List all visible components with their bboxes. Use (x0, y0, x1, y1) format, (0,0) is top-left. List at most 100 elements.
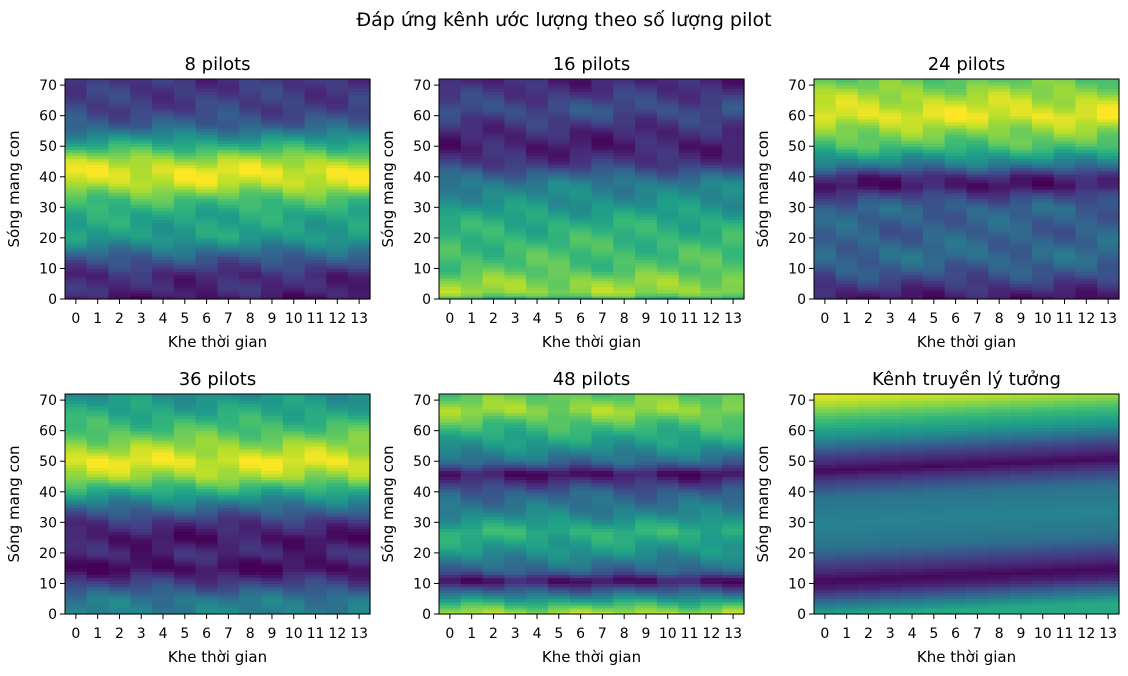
heatmap-cell (635, 519, 658, 523)
heatmap-cell (656, 216, 680, 221)
heatmap-cell (613, 586, 636, 591)
heatmap-cell (261, 164, 284, 169)
heatmap-cell (547, 247, 571, 251)
heatmap-cell (348, 531, 371, 536)
heatmap-cell (173, 82, 197, 86)
heatmap-cell (130, 88, 153, 92)
heatmap-cell (1075, 277, 1098, 282)
heatmap-cell (1010, 127, 1033, 132)
y-tick-label: 10 (788, 261, 806, 277)
heatmap-cell (504, 158, 527, 163)
heatmap-cell (569, 91, 593, 95)
heatmap-cell (304, 537, 328, 542)
heatmap-cell (678, 161, 702, 166)
heatmap-cell (591, 571, 614, 575)
heatmap-cell (326, 586, 349, 591)
heatmap-cell (65, 204, 88, 208)
heatmap-cell (547, 592, 571, 597)
heatmap-cell (591, 442, 614, 447)
heatmap-cell (65, 543, 88, 548)
heatmap-cell (326, 504, 349, 508)
heatmap-cell (130, 250, 153, 254)
heatmap-cell (173, 149, 197, 153)
heatmap-cell (1053, 213, 1077, 218)
heatmap-cell (239, 146, 262, 150)
heatmap-cell (86, 219, 110, 224)
heatmap-cell (65, 179, 88, 184)
heatmap-cell (1010, 283, 1033, 288)
heatmap-cell (326, 109, 349, 114)
heatmap-cell (86, 507, 110, 511)
heatmap-cell (173, 207, 197, 211)
heatmap-cell (173, 497, 197, 502)
heatmap-cell (526, 549, 549, 554)
heatmap-cell (635, 82, 658, 86)
heatmap-cell (966, 149, 989, 153)
heatmap-cell (569, 525, 593, 530)
heatmap-cell (65, 482, 88, 487)
heatmap-cell (108, 140, 131, 144)
heatmap-cell (1053, 112, 1077, 117)
heatmap-cell (130, 586, 153, 591)
heatmap-cell (1010, 176, 1033, 181)
heatmap-cell (304, 421, 328, 426)
heatmap-cell (326, 412, 349, 416)
heatmap-cell (944, 155, 968, 160)
heatmap-cell (656, 519, 680, 523)
heatmap-cell (722, 82, 745, 86)
heatmap-cell (217, 552, 240, 557)
heatmap-cell (460, 430, 484, 435)
heatmap-cell (282, 610, 306, 615)
heatmap-cell (348, 598, 371, 603)
heatmap-cell (304, 479, 328, 484)
heatmap-cell (504, 504, 527, 508)
heatmap-cell (944, 124, 968, 129)
heatmap-cell (348, 491, 371, 496)
heatmap-cell (217, 161, 240, 166)
heatmap-cell (460, 112, 484, 117)
heatmap-cell (814, 82, 837, 86)
heatmap-cell (217, 207, 240, 211)
heatmap-cell (569, 418, 593, 423)
x-tick-label: 7 (973, 311, 982, 327)
heatmap-cell (988, 256, 1011, 260)
heatmap-cell (130, 406, 153, 410)
heatmap-cell (678, 103, 702, 108)
heatmap-cell (678, 292, 702, 297)
heatmap-cell (439, 427, 462, 432)
heatmap-cell (613, 598, 636, 603)
heatmap-cell (261, 283, 284, 288)
heatmap-cell (1010, 100, 1033, 105)
heatmap-cell (569, 219, 593, 224)
heatmap-cell (482, 595, 505, 600)
heatmap-cell (282, 222, 306, 227)
heatmap-cell (326, 424, 349, 429)
heatmap-cell (569, 88, 593, 92)
heatmap-cell (814, 179, 837, 184)
heatmap-cell (239, 247, 262, 251)
heatmap-cell (261, 476, 284, 481)
heatmap-cell (108, 470, 131, 475)
heatmap-cell (591, 601, 614, 606)
heatmap-cell (722, 237, 745, 242)
heatmap-cell (482, 604, 505, 609)
heatmap-cell (879, 88, 902, 92)
heatmap-cell (879, 189, 902, 193)
heatmap-cell (326, 88, 349, 92)
heatmap-cell (130, 528, 153, 533)
heatmap-cell (988, 295, 1011, 300)
heatmap-cell (635, 216, 658, 221)
heatmap-cell (282, 546, 306, 551)
heatmap-cell (835, 82, 859, 86)
heatmap-cell (482, 192, 505, 196)
heatmap-cell (526, 286, 549, 291)
heatmap-cell (439, 292, 462, 297)
heatmap-cell (282, 488, 306, 493)
heatmap-cell (1031, 146, 1055, 150)
heatmap-cell (1053, 100, 1077, 105)
heatmap-cell (678, 152, 702, 156)
heatmap-cell (700, 130, 723, 135)
heatmap-cell (152, 189, 175, 193)
heatmap-cell (482, 182, 505, 187)
heatmap-cell (439, 565, 462, 569)
